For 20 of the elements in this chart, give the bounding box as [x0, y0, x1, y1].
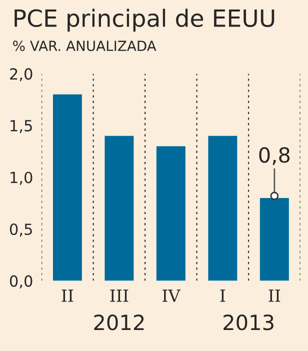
x-tick-label: III: [110, 290, 128, 302]
x-tick-label: I: [220, 290, 226, 302]
y-tick-label: 2,0: [10, 68, 32, 82]
bar: [208, 136, 238, 281]
y-tick-label: 1,0: [10, 172, 32, 185]
data-label: 0,8: [259, 147, 290, 165]
x-tick-label: IV: [162, 290, 180, 302]
x-tick-label: II: [62, 290, 74, 302]
y-tick-label: 1,5: [10, 120, 32, 134]
chart-title: PCE principal de EEUU: [14, 8, 274, 32]
text: 2012: [94, 314, 144, 330]
text: 2013: [224, 314, 274, 330]
chart-subtitle: % VAR. ANUALIZADA: [13, 40, 156, 52]
bar: [156, 146, 186, 281]
y-tick-label: 0,0: [10, 275, 32, 288]
bar: [104, 136, 134, 281]
bar: [52, 94, 82, 281]
y-tick-label: 0,5: [10, 223, 32, 237]
bar: [260, 198, 289, 281]
x-tick-label: II: [268, 290, 280, 302]
